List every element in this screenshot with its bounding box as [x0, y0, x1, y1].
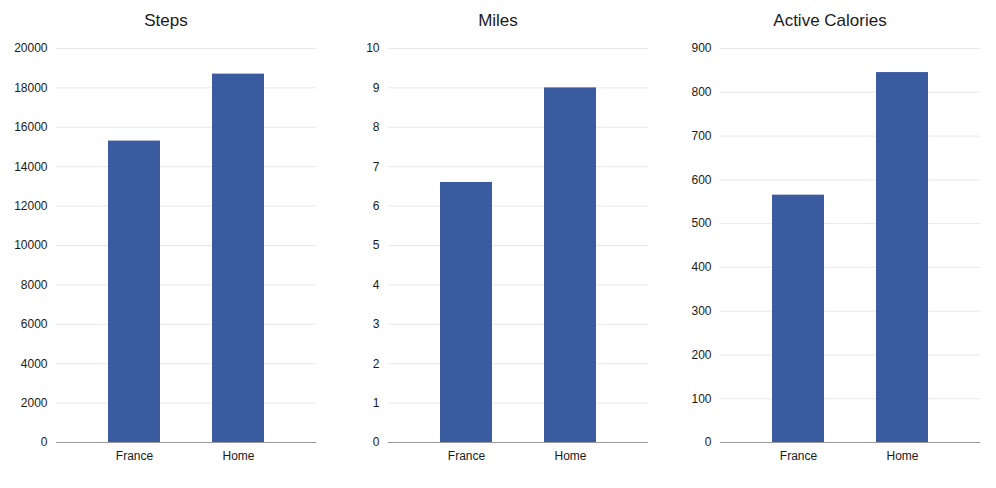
- svg-text:18000: 18000: [14, 81, 48, 95]
- svg-text:10000: 10000: [14, 238, 48, 252]
- svg-text:10: 10: [366, 41, 380, 55]
- svg-text:800: 800: [691, 85, 711, 99]
- svg-text:2: 2: [373, 357, 380, 371]
- svg-text:2000: 2000: [21, 396, 48, 410]
- svg-text:300: 300: [691, 304, 711, 318]
- svg-text:4: 4: [373, 278, 380, 292]
- svg-text:600: 600: [691, 173, 711, 187]
- svg-text:0: 0: [705, 435, 712, 449]
- svg-text:6: 6: [373, 199, 380, 213]
- svg-text:14000: 14000: [14, 160, 48, 174]
- html-text:Active Calories: Active Calories: [773, 11, 887, 30]
- svg-text:16000: 16000: [14, 120, 48, 134]
- svg-text:700: 700: [691, 129, 711, 143]
- svg-text:4000: 4000: [21, 357, 48, 371]
- svg-text:900: 900: [691, 41, 711, 55]
- svg-text:7: 7: [373, 160, 380, 174]
- svg-text:400: 400: [691, 260, 711, 274]
- svg-text:France: France: [780, 449, 818, 463]
- html-text:Steps: Steps: [144, 11, 188, 30]
- svg-text:France: France: [116, 449, 154, 463]
- svg-text:12000: 12000: [14, 199, 48, 213]
- svg-text:9: 9: [373, 81, 380, 95]
- svg-text:Home: Home: [222, 449, 254, 463]
- svg-text:200: 200: [691, 348, 711, 362]
- svg-text:6000: 6000: [21, 317, 48, 331]
- svg-text:8: 8: [373, 120, 380, 134]
- svg-text:3: 3: [373, 317, 380, 331]
- svg-text:1: 1: [373, 396, 380, 410]
- svg-text:500: 500: [691, 216, 711, 230]
- svg-text:Home: Home: [886, 449, 918, 463]
- svg-text:0: 0: [373, 435, 380, 449]
- svg-text:France: France: [448, 449, 486, 463]
- svg-text:8000: 8000: [21, 278, 48, 292]
- svg-text:0: 0: [41, 435, 48, 449]
- svg-text:20000: 20000: [14, 41, 48, 55]
- svg-text:5: 5: [373, 238, 380, 252]
- svg-text:100: 100: [691, 392, 711, 406]
- html-text:Miles: Miles: [478, 11, 518, 30]
- svg-text:Home: Home: [554, 449, 586, 463]
